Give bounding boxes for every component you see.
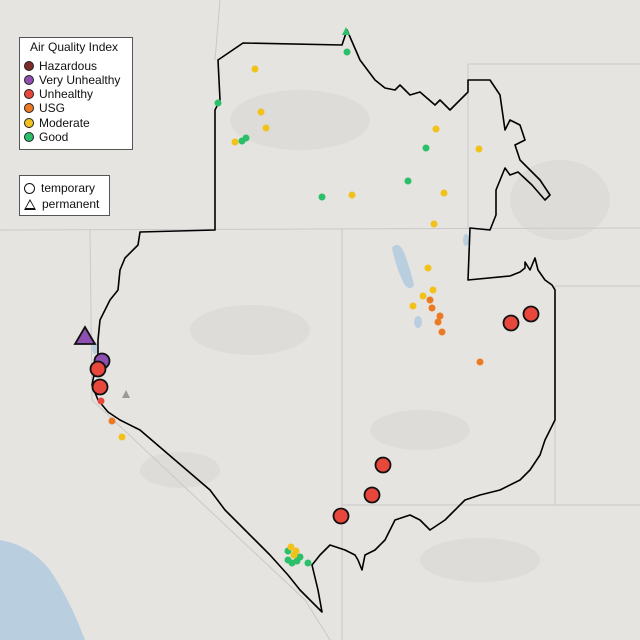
legend-item-very-unhealthy: Very Unhealthy — [24, 73, 120, 87]
site-good[interactable] — [422, 144, 430, 152]
site-good[interactable] — [214, 99, 222, 107]
site-unhealthy-large[interactable] — [374, 456, 392, 474]
hazardous-swatch-icon — [24, 61, 34, 71]
legend-item-temporary: temporary — [24, 181, 95, 195]
legend-label: Good — [39, 130, 69, 144]
ocean — [0, 540, 85, 640]
site-usg[interactable] — [436, 312, 444, 320]
legend-label: temporary — [41, 181, 96, 195]
site-usg[interactable] — [434, 318, 442, 326]
site-good[interactable] — [296, 553, 304, 561]
very-unhealthy-swatch-icon — [24, 75, 34, 85]
site-moderate[interactable] — [251, 65, 259, 73]
site-usg[interactable] — [426, 296, 434, 304]
site-permanent-very-unhealthy[interactable] — [73, 325, 97, 345]
legend-item-good: Good — [24, 130, 68, 144]
site-moderate[interactable] — [430, 220, 438, 228]
bear-lake — [463, 234, 469, 246]
unhealthy-swatch-icon — [24, 89, 34, 99]
great-salt-lake — [392, 244, 414, 289]
site-usg[interactable] — [438, 328, 446, 336]
site-type-legend: temporary permanent — [19, 175, 110, 216]
site-permanent-neutral[interactable] — [122, 390, 130, 398]
site-usg[interactable] — [428, 304, 436, 312]
small-temporary-sites — [97, 48, 484, 567]
legend-label: Very Unhealthy — [39, 73, 121, 87]
site-good[interactable] — [404, 177, 412, 185]
legend-label: USG — [39, 101, 66, 115]
site-unhealthy-large[interactable] — [522, 305, 540, 323]
legend-item-unhealthy: Unhealthy — [24, 87, 93, 101]
site-moderate[interactable] — [118, 433, 126, 441]
legend-item-moderate: Moderate — [24, 116, 90, 130]
site-moderate[interactable] — [348, 191, 356, 199]
site-good[interactable] — [318, 193, 326, 201]
site-moderate[interactable] — [440, 189, 448, 197]
study-area-boundary — [91, 29, 556, 613]
site-usg[interactable] — [476, 358, 484, 366]
site-moderate[interactable] — [409, 302, 417, 310]
site-moderate[interactable] — [419, 292, 427, 300]
site-unhealthy-large[interactable] — [502, 314, 520, 332]
site-moderate[interactable] — [429, 286, 437, 294]
site-usg[interactable] — [108, 417, 116, 425]
legend-title: Air Quality Index — [30, 40, 119, 54]
large-temporary-sites — [89, 305, 540, 525]
legend-item-permanent: permanent — [24, 197, 99, 211]
utah-lake — [414, 316, 422, 328]
terrain-relief — [140, 90, 610, 582]
site-unhealthy-large[interactable] — [332, 507, 350, 525]
site-unhealthy-large[interactable] — [363, 486, 381, 504]
aqi-legend: Air Quality Index Hazardous Very Unhealt… — [19, 37, 133, 150]
legend-item-usg: USG — [24, 101, 65, 115]
site-unhealthy-large[interactable] — [91, 378, 109, 396]
legend-item-hazardous: Hazardous — [24, 59, 97, 73]
site-moderate[interactable] — [231, 138, 239, 146]
site-moderate[interactable] — [424, 264, 432, 272]
site-moderate[interactable] — [432, 125, 440, 133]
lake-tahoe — [92, 342, 98, 354]
site-unhealthy-large[interactable] — [89, 360, 107, 378]
triangle-icon — [24, 198, 36, 210]
site-permanent-good[interactable] — [342, 27, 350, 35]
permanent-sites — [73, 27, 350, 398]
site-unhealthy[interactable] — [97, 397, 105, 405]
legend-label: Hazardous — [39, 59, 98, 73]
site-moderate[interactable] — [262, 124, 270, 132]
site-good[interactable] — [304, 559, 312, 567]
usg-swatch-icon — [24, 103, 34, 113]
site-moderate[interactable] — [475, 145, 483, 153]
site-good[interactable] — [343, 48, 351, 56]
moderate-swatch-icon — [24, 118, 34, 128]
legend-label: Unhealthy — [39, 87, 94, 101]
site-moderate[interactable] — [287, 543, 295, 551]
site-moderate[interactable] — [290, 551, 298, 559]
legend-label: permanent — [42, 197, 100, 211]
legend-label: Moderate — [39, 116, 90, 130]
good-swatch-icon — [24, 132, 34, 142]
site-moderate[interactable] — [257, 108, 265, 116]
site-good[interactable] — [238, 137, 246, 145]
circle-icon — [24, 182, 35, 194]
